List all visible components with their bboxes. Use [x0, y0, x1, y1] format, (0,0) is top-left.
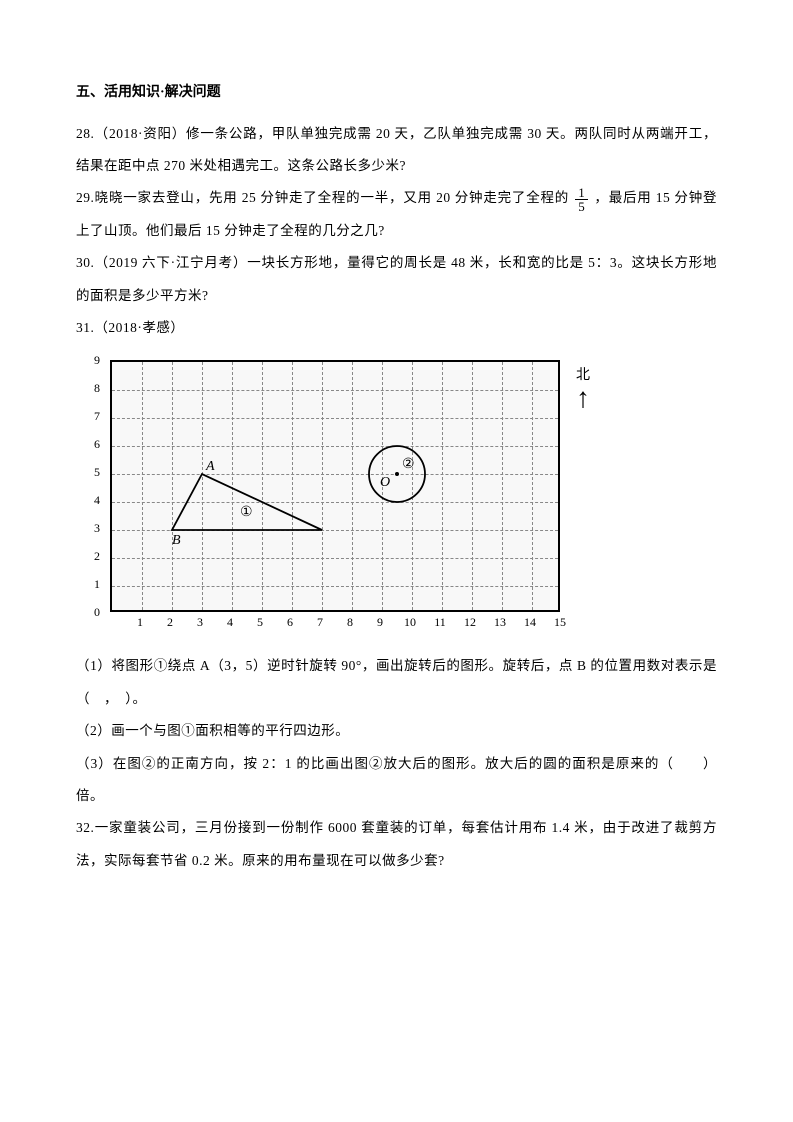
y-tick: 4 [94, 494, 100, 506]
x-tick: 1 [137, 616, 143, 628]
label-circled-2: ② [402, 458, 415, 472]
y-tick: 6 [94, 438, 100, 450]
label-circled-1: ① [240, 506, 253, 520]
y-tick: 7 [94, 410, 100, 422]
question-32: 32.一家童装公司，三月份接到一份制作 6000 套童装的订单，每套估计用布 1… [76, 812, 717, 877]
x-tick: 14 [524, 616, 536, 628]
x-tick: 12 [464, 616, 476, 628]
question-31-sub2: （2）画一个与图①面积相等的平行四边形。 [76, 715, 717, 747]
x-tick: 5 [257, 616, 263, 628]
x-tick: 3 [197, 616, 203, 628]
x-tick: 13 [494, 616, 506, 628]
fraction-1-5: 1 5 [575, 186, 588, 213]
q29-prefix: 29.晓晓一家去登山，先用 25 分钟走了全程的一半，又用 20 分钟走完了全程… [76, 190, 573, 205]
y-tick: 1 [94, 578, 100, 590]
question-29: 29.晓晓一家去登山，先用 25 分钟走了全程的一半，又用 20 分钟走完了全程… [76, 182, 717, 247]
y-tick: 9 [94, 354, 100, 366]
question-30: 30.（2019 六下·江宁月考）一块长方形地，量得它的周长是 48 米，长和宽… [76, 247, 717, 312]
coordinate-grid-chart: A B O ① ② 9 8 7 6 5 4 3 2 1 0 1 2 3 4 5 … [86, 360, 586, 630]
x-tick: 2 [167, 616, 173, 628]
y-tick: 0 [94, 606, 100, 618]
x-tick: 6 [287, 616, 293, 628]
circle-shape [112, 362, 562, 614]
y-tick: 8 [94, 382, 100, 394]
x-tick: 10 [404, 616, 416, 628]
up-arrow-icon: ↑ [576, 385, 590, 413]
x-tick: 4 [227, 616, 233, 628]
question-28: 28.（2018·资阳）修一条公路，甲队单独完成需 20 天，乙队单独完成需 3… [76, 118, 717, 183]
question-31-sub1: （1）将图形①绕点 A（3，5）逆时针旋转 90°，画出旋转后的图形。旋转后，点… [76, 650, 717, 715]
x-tick: 11 [434, 616, 446, 628]
fraction-numerator: 1 [575, 186, 588, 200]
question-31-header: 31.（2018·孝感） [76, 312, 717, 344]
x-tick: 8 [347, 616, 353, 628]
y-tick: 3 [94, 522, 100, 534]
point-label-O: O [380, 476, 390, 490]
grid-area: A B O ① ② [110, 360, 560, 612]
section-title: 五、活用知识·解决问题 [76, 76, 717, 110]
y-tick: 5 [94, 466, 100, 478]
fraction-denominator: 5 [575, 200, 588, 213]
x-tick: 7 [317, 616, 323, 628]
x-tick: 9 [377, 616, 383, 628]
north-arrow-icon: 北 ↑ [576, 368, 590, 413]
point-label-B: B [172, 534, 181, 548]
y-tick: 2 [94, 550, 100, 562]
x-tick: 15 [554, 616, 566, 628]
point-label-A: A [206, 460, 215, 474]
question-31-sub3: （3）在图②的正南方向，按 2：1 的比画出图②放大后的图形。放大后的圆的面积是… [76, 748, 717, 813]
